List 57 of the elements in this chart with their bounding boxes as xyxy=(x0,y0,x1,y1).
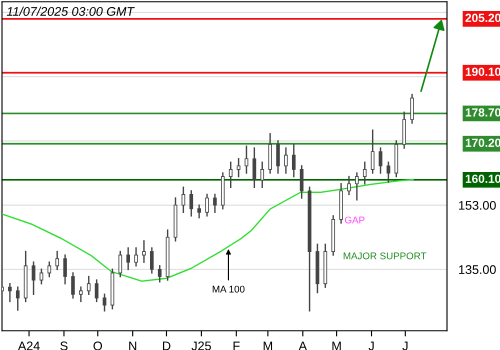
candlestick xyxy=(189,190,194,217)
candlestick xyxy=(386,162,390,183)
candlestick xyxy=(244,146,248,174)
candlestick xyxy=(284,147,288,174)
candlestick xyxy=(142,240,146,263)
candlestick xyxy=(126,247,130,270)
x-tick-label: O xyxy=(93,341,102,350)
x-tick-label: S xyxy=(60,341,68,350)
x-tick-label: J xyxy=(402,342,408,350)
candlestick xyxy=(378,147,382,174)
annotation: GAP xyxy=(344,216,364,224)
candlestick xyxy=(55,250,60,270)
candlestick xyxy=(197,204,201,218)
candlestick xyxy=(300,165,304,199)
candlestick xyxy=(260,162,264,188)
x-tick-label: A24 xyxy=(18,341,40,350)
candlestick xyxy=(228,162,233,188)
candlestick xyxy=(213,194,217,213)
candlestick xyxy=(79,286,83,302)
x-tick-label: M xyxy=(264,342,272,350)
x-tick-label: N xyxy=(129,342,136,350)
candlestick xyxy=(47,262,52,278)
candlestick xyxy=(102,294,106,312)
candlestick xyxy=(362,162,367,184)
candlestick xyxy=(40,268,44,284)
candlestick xyxy=(94,279,98,302)
candlestick xyxy=(355,172,359,200)
candlestick xyxy=(182,186,186,213)
x-tick-label: F xyxy=(234,342,240,350)
candlestick xyxy=(150,247,154,274)
candlestick xyxy=(71,272,75,299)
candlestick xyxy=(205,194,209,217)
candlestick xyxy=(276,140,280,174)
annotation: MA 100 xyxy=(212,286,245,293)
x-tick-label: D xyxy=(162,342,170,350)
candlestick xyxy=(370,130,374,174)
candlestick xyxy=(236,158,240,178)
y-tick-label: 135.00 xyxy=(459,265,496,274)
x-tick-label: M xyxy=(332,342,341,350)
annotation: 11/07/2025 03:00 GMT xyxy=(6,6,135,16)
candlestick xyxy=(63,254,67,284)
x-tick-label: J xyxy=(368,342,374,350)
candlestick xyxy=(8,282,12,302)
candlestick xyxy=(292,144,296,178)
candlestick xyxy=(134,247,138,266)
candlestick xyxy=(32,262,36,296)
x-tick-label: J25 xyxy=(192,341,211,350)
candlestick xyxy=(16,286,20,311)
candlestick xyxy=(118,250,122,278)
candlestick xyxy=(252,147,256,188)
y-tick-label: 153.00 xyxy=(459,200,496,210)
candlestick xyxy=(86,276,91,296)
x-tick-label: A xyxy=(298,342,307,350)
annotation: MAJOR SUPPORT xyxy=(344,252,426,260)
candlestick xyxy=(410,94,414,124)
candlestick xyxy=(347,176,351,196)
candlestick xyxy=(158,265,162,283)
